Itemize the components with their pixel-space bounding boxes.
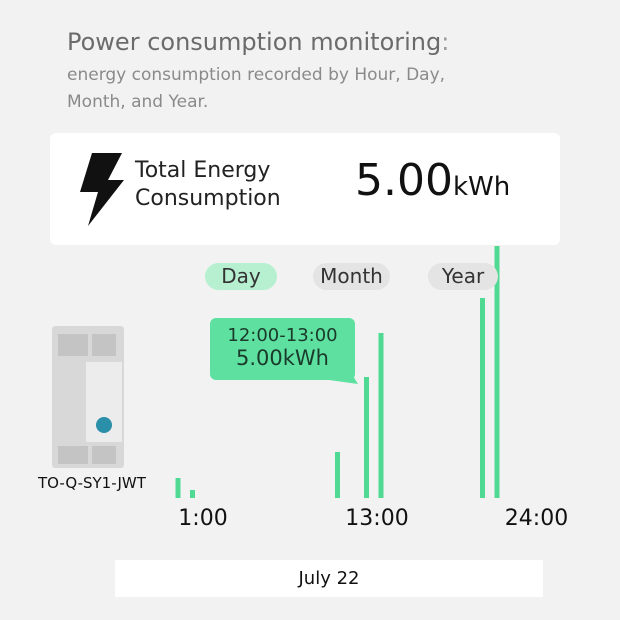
summary-card (50, 133, 560, 245)
bar (480, 298, 485, 498)
value: 5.00 (355, 155, 453, 206)
x-tick-label: 24:00 (505, 506, 568, 531)
bar (494, 246, 500, 498)
bar (175, 478, 181, 498)
title: Power consumption monitoring: (67, 28, 449, 56)
tooltip-range: 12:00-13:00 (227, 325, 338, 346)
bar (335, 452, 340, 498)
device-model: TO-Q-SY1-JWT (38, 474, 146, 492)
bar (364, 377, 369, 498)
title-text: Power consumption monitoring (67, 28, 442, 56)
x-tick-label: 13:00 (345, 506, 408, 531)
tab[interactable]: Month (313, 263, 390, 290)
x-tick-label: 1:00 (178, 506, 227, 531)
summary-value: 5.00kWh (355, 155, 510, 206)
bolt-icon (80, 153, 124, 226)
tab[interactable]: Day (205, 263, 277, 290)
bar (378, 333, 384, 498)
tooltip: 12:00-13:00 5.00kWh (210, 318, 355, 380)
tab[interactable]: Year (428, 263, 498, 290)
date: July 22 (115, 560, 543, 597)
title-suffix: : (441, 28, 450, 56)
unit: kWh (452, 172, 511, 202)
bar (190, 490, 195, 498)
tooltip-value: 5.00kWh (236, 346, 329, 370)
subtitle: energy consumption recorded by Hour, Day… (67, 65, 446, 112)
device (52, 326, 124, 468)
summary-label: Total Energy Consumption (135, 158, 281, 211)
